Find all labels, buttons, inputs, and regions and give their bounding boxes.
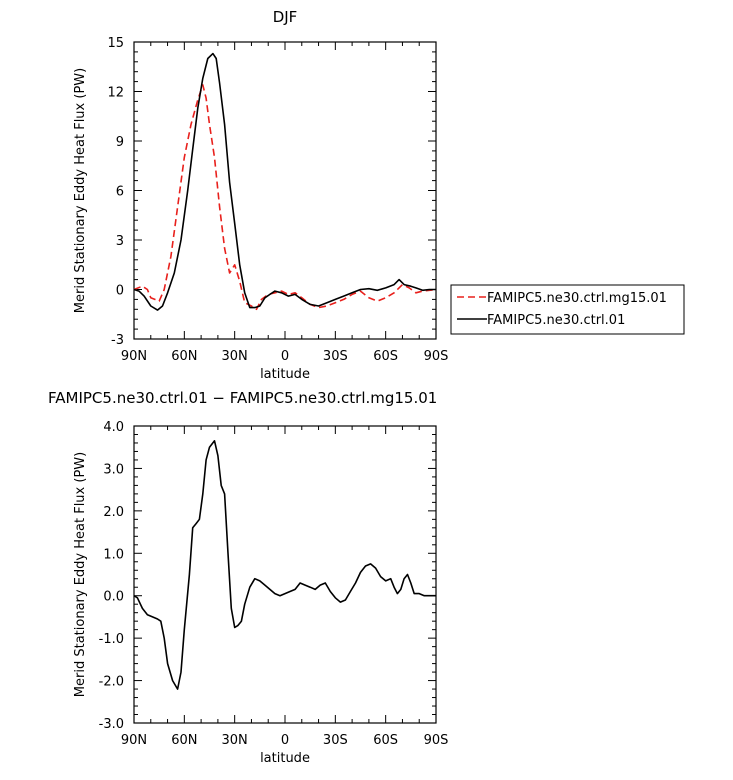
y-tick-label: 1.0	[103, 547, 124, 562]
y-axis-label: Merid Stationary Eddy Heat Flux (PW)	[73, 68, 88, 313]
x-tick-label: 30S	[323, 349, 348, 364]
legend-box	[450, 284, 685, 335]
y-axis-label: Merid Stationary Eddy Heat Flux (PW)	[73, 452, 88, 697]
series-line-2	[133, 52, 436, 311]
x-tick-label: 90N	[121, 733, 147, 748]
y-tick-label: 3.0	[103, 462, 124, 477]
x-tick-label: 60S	[373, 733, 398, 748]
series-line-1	[133, 84, 437, 311]
y-tick-label: 4.0	[103, 420, 124, 435]
y-tick-label: 3	[116, 234, 124, 249]
y-tick-label: 15	[107, 36, 124, 51]
x-axis-label: latitude	[260, 751, 310, 766]
x-tick-label: 60N	[171, 349, 197, 364]
x-axis-label: latitude	[260, 367, 310, 382]
y-tick-label: -1.0	[99, 632, 124, 647]
x-tick-label: 0	[281, 733, 289, 748]
y-tick-label: 0	[116, 284, 124, 299]
x-tick-label: 30N	[222, 733, 248, 748]
x-tick-label: 60N	[171, 733, 197, 748]
y-tick-label: -2.0	[99, 675, 124, 690]
x-tick-label: 30N	[222, 349, 248, 364]
series-line-1	[133, 440, 436, 690]
y-tick-label: 0.0	[103, 590, 124, 605]
legend-label-2: FAMIPC5.ne30.ctrl.01	[487, 313, 625, 328]
y-tick-label: 2.0	[103, 505, 124, 520]
x-tick-label: 30S	[323, 733, 348, 748]
legend: FAMIPC5.ne30.ctrl.mg15.01 FAMIPC5.ne30.ct…	[450, 284, 685, 335]
legend-label-1: FAMIPC5.ne30.ctrl.mg15.01	[487, 291, 667, 306]
y-tick-label: -3.0	[99, 717, 124, 732]
y-tick-label: 12	[107, 86, 124, 101]
x-tick-label: 60S	[373, 349, 398, 364]
x-tick-label: 90N	[121, 349, 147, 364]
x-tick-label: 90S	[424, 349, 449, 364]
y-tick-label: 9	[116, 135, 124, 150]
x-tick-label: 90S	[424, 733, 449, 748]
chart-title: DJF	[273, 8, 298, 26]
y-tick-label: -3	[111, 333, 124, 348]
chart-title: FAMIPC5.ne30.ctrl.01 − FAMIPC5.ne30.ctrl…	[48, 389, 437, 407]
x-tick-label: 0	[281, 349, 289, 364]
y-tick-label: 6	[116, 185, 124, 200]
chart-panel-2: FAMIPC5.ne30.ctrl.01 − FAMIPC5.ne30.ctrl…	[48, 389, 448, 766]
chart-panel-1: DJF -3 0 3 6 9 12 15 90N 60N 30N 0 30S 60S 90S latitude…	[73, 8, 685, 382]
